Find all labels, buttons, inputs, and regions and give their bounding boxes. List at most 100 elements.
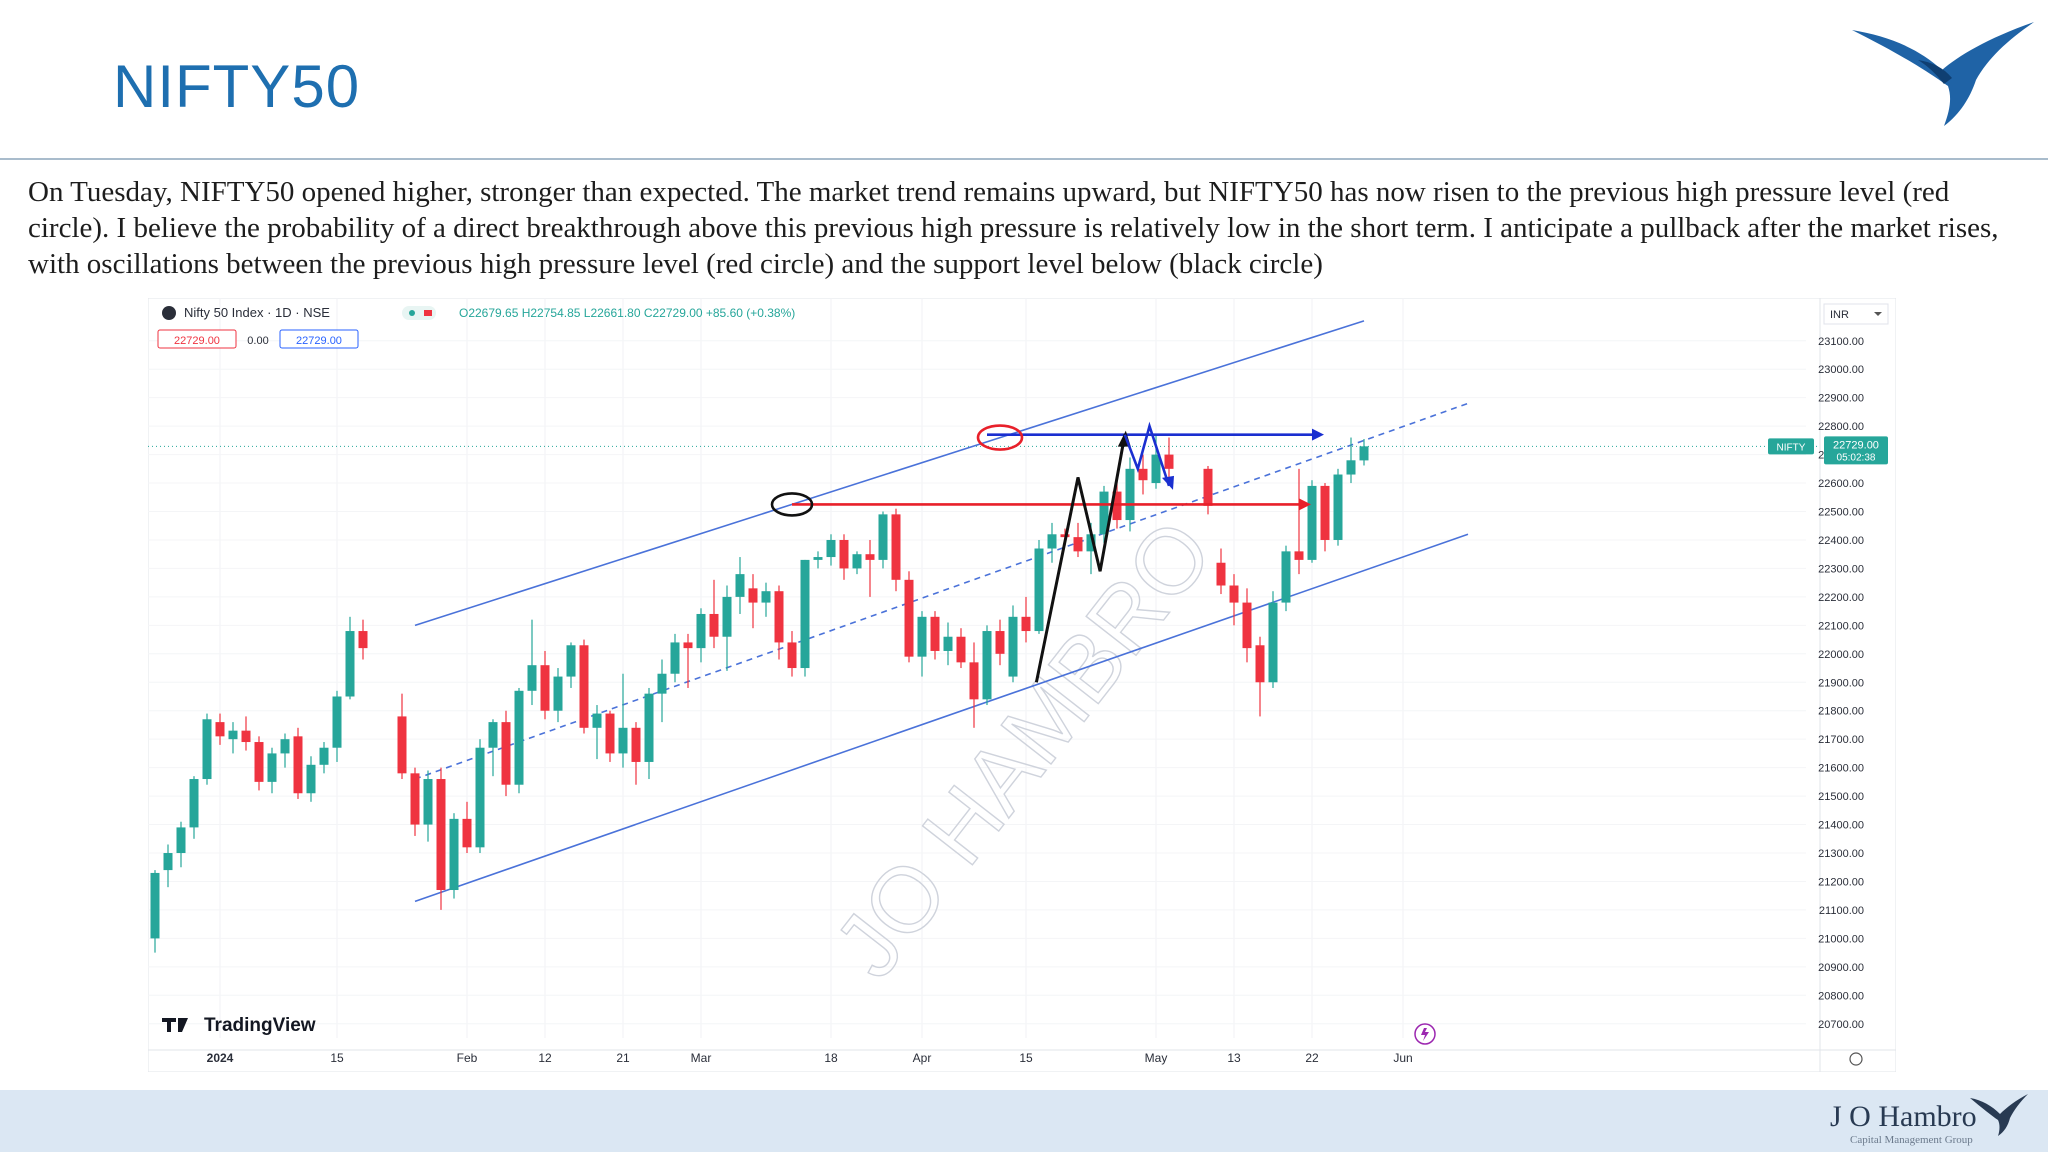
footer-eagle-icon xyxy=(1970,1094,2028,1136)
candle-body xyxy=(800,559,810,669)
projection-arrow-blue-icon xyxy=(1162,475,1174,490)
candle-body xyxy=(540,665,550,711)
price-tick-label: 21400.00 xyxy=(1818,820,1864,832)
time-tick-label: 21 xyxy=(616,1051,630,1065)
candle-body xyxy=(254,742,264,782)
time-tick-label: May xyxy=(1145,1051,1168,1065)
currency-label: INR xyxy=(1830,309,1849,321)
candle-body xyxy=(995,631,1005,654)
candle-body xyxy=(774,591,784,643)
candle-body xyxy=(982,631,992,700)
price-tick-label: 22300.00 xyxy=(1818,563,1864,575)
event-icon xyxy=(1414,1023,1436,1045)
candle-body xyxy=(1307,485,1317,560)
price-tick-label: 22400.00 xyxy=(1818,535,1864,547)
candle-body xyxy=(670,642,680,674)
candle-body xyxy=(202,719,212,780)
footer-brand: J O Hambro xyxy=(1830,1100,1977,1133)
candle-body xyxy=(475,747,485,848)
candle-body xyxy=(319,747,329,765)
price-tick-label: 22100.00 xyxy=(1818,620,1864,632)
symbol-price-tag xyxy=(1768,438,1814,455)
price-box-right xyxy=(279,329,359,349)
header-divider xyxy=(0,158,2048,160)
candle-body xyxy=(865,554,875,560)
candle-body xyxy=(228,730,238,740)
candle-body xyxy=(280,739,290,754)
price-tick-label: 23100.00 xyxy=(1818,336,1864,348)
candle-body xyxy=(709,613,719,637)
candle-body xyxy=(1164,454,1174,469)
symbol-price-tag-label: NIFTY xyxy=(1777,442,1806,453)
candle-body xyxy=(1346,460,1356,475)
price-tick-label: 20900.00 xyxy=(1818,962,1864,974)
eagle-logo-icon xyxy=(1852,22,2034,126)
price-box-left-value: 22729.00 xyxy=(174,335,220,347)
candle-body xyxy=(306,764,316,794)
candle-body xyxy=(839,539,849,569)
black-circle-marker xyxy=(770,492,814,517)
candle-body xyxy=(1216,562,1226,586)
price-tick-label: 22900.00 xyxy=(1818,393,1864,405)
price-box-right-value: 22729.00 xyxy=(296,335,342,347)
price-tick-label: 21200.00 xyxy=(1818,876,1864,888)
market-commentary: On Tuesday, NIFTY50 opened higher, stron… xyxy=(28,176,1999,280)
market-open-dot-icon xyxy=(409,310,415,316)
candle-body xyxy=(1125,468,1135,521)
candle-body xyxy=(1034,548,1044,632)
candle-body xyxy=(631,727,641,762)
time-tick-label: 2024 xyxy=(207,1051,234,1065)
candle-body xyxy=(241,730,251,743)
candle-body xyxy=(1229,585,1239,603)
candle-body xyxy=(1099,491,1109,535)
price-tick-label: 22800.00 xyxy=(1818,421,1864,433)
candle-body xyxy=(215,722,225,737)
candle-body xyxy=(566,645,576,677)
candle-body xyxy=(657,673,667,694)
candle-body xyxy=(878,514,888,560)
candle-body xyxy=(514,690,524,785)
candle-body xyxy=(917,616,927,657)
candle-body xyxy=(1047,534,1057,549)
candle-body xyxy=(605,713,615,754)
time-tick-label: 18 xyxy=(824,1051,838,1065)
target-arrow-icon xyxy=(1312,428,1324,441)
symbol-line: Nifty 50 Index · 1D · NSE xyxy=(184,305,330,320)
candle-body xyxy=(1151,454,1161,484)
projection-path-black xyxy=(1034,434,1127,683)
time-tick-label: 12 xyxy=(538,1051,552,1065)
candle-body xyxy=(293,736,303,794)
candle-body xyxy=(1268,602,1278,683)
tradingview-brand: TradingView xyxy=(204,1015,316,1036)
settings-gear-icon xyxy=(1849,1052,1863,1066)
candle-body xyxy=(891,514,901,580)
candle-body xyxy=(397,716,407,774)
candle-body xyxy=(904,579,914,657)
price-box-mid-value: 0.00 xyxy=(247,335,268,347)
candle-body xyxy=(488,722,498,748)
candle-body xyxy=(956,636,966,663)
candle-body xyxy=(436,779,446,891)
nifty50-candlestick-chart[interactable]: 23100.0023000.0022900.0022800.0022700.00… xyxy=(148,298,1896,1072)
candle-body xyxy=(1073,537,1083,552)
last-price-tag xyxy=(1824,436,1888,465)
price-tick-label: 21700.00 xyxy=(1818,734,1864,746)
candle-body xyxy=(592,713,602,728)
candle-body xyxy=(969,662,979,700)
candle-body xyxy=(1112,491,1122,521)
equal-sign-icon xyxy=(424,310,432,316)
candle-body xyxy=(1255,645,1265,683)
price-tick-label: 22200.00 xyxy=(1818,592,1864,604)
time-tick-label: 13 xyxy=(1227,1051,1241,1065)
price-tick-label: 22000.00 xyxy=(1818,649,1864,661)
candle-body xyxy=(579,645,589,728)
candle-body xyxy=(1138,468,1148,481)
index-logo-icon xyxy=(162,306,176,320)
candle-body xyxy=(332,696,342,748)
candle-body xyxy=(150,872,160,939)
projection-path-blue xyxy=(1123,421,1171,487)
candle-body xyxy=(748,588,758,603)
candle-body xyxy=(553,676,563,711)
footer-subtitle: Capital Management Group xyxy=(1850,1134,1973,1146)
status-pill xyxy=(402,306,436,320)
